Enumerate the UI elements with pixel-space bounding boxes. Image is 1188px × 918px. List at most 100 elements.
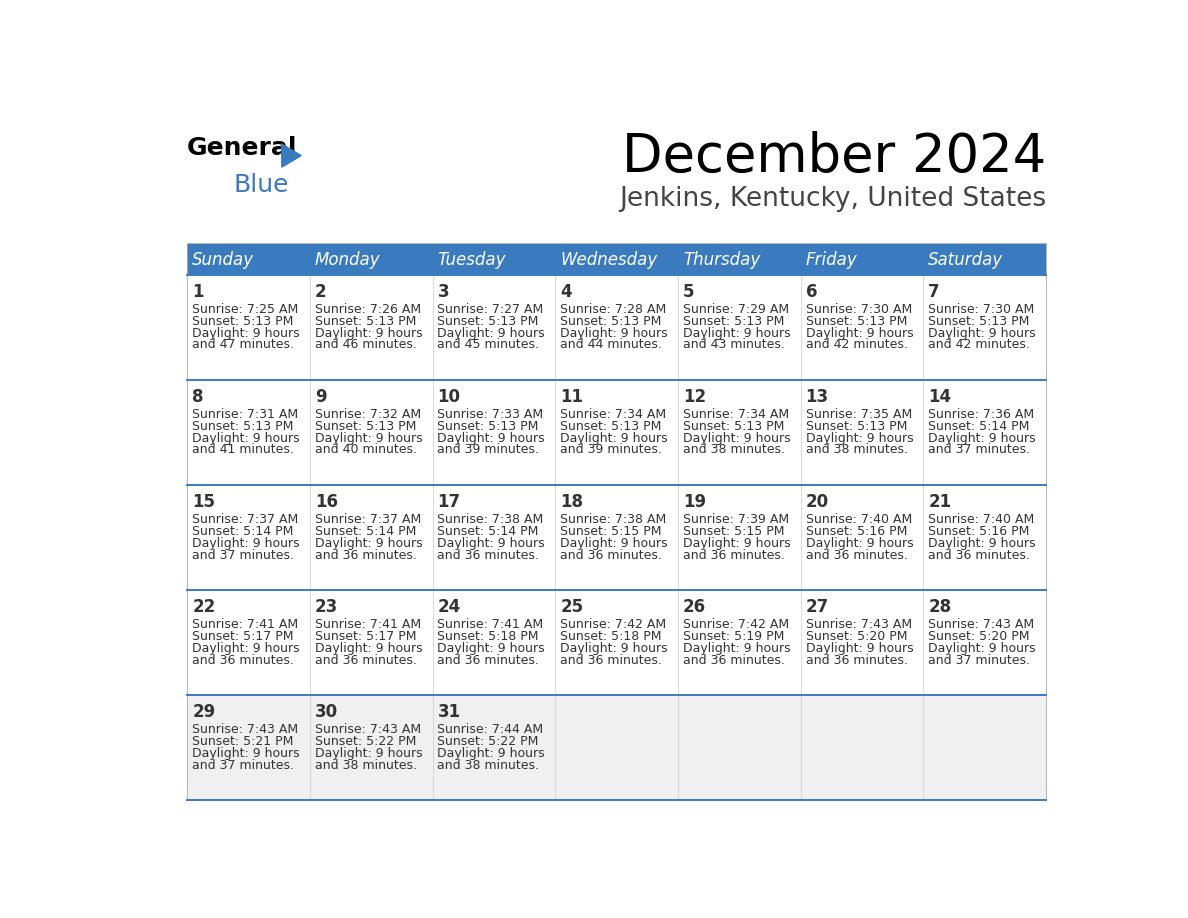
Text: 28: 28: [928, 598, 952, 616]
Text: Sunset: 5:14 PM: Sunset: 5:14 PM: [928, 420, 1030, 432]
Text: and 36 minutes.: and 36 minutes.: [683, 654, 785, 666]
Text: and 36 minutes.: and 36 minutes.: [561, 549, 662, 562]
Text: Sunrise: 7:39 AM: Sunrise: 7:39 AM: [683, 513, 789, 526]
Bar: [188, 274, 1045, 380]
Text: Sunrise: 7:26 AM: Sunrise: 7:26 AM: [315, 303, 421, 316]
Text: Daylight: 9 hours: Daylight: 9 hours: [192, 431, 299, 444]
Text: Sunset: 5:13 PM: Sunset: 5:13 PM: [192, 420, 293, 432]
Text: 14: 14: [928, 387, 952, 406]
Text: Sunset: 5:14 PM: Sunset: 5:14 PM: [437, 525, 539, 538]
Text: and 36 minutes.: and 36 minutes.: [683, 549, 785, 562]
Text: and 38 minutes.: and 38 minutes.: [437, 758, 539, 771]
Text: and 40 minutes.: and 40 minutes.: [315, 443, 417, 456]
Text: Sunrise: 7:35 AM: Sunrise: 7:35 AM: [805, 408, 911, 420]
Text: Daylight: 9 hours: Daylight: 9 hours: [805, 327, 914, 340]
Text: Daylight: 9 hours: Daylight: 9 hours: [315, 537, 423, 550]
Text: Tuesday: Tuesday: [437, 251, 506, 269]
Text: 9: 9: [315, 387, 327, 406]
Text: Sunrise: 7:37 AM: Sunrise: 7:37 AM: [315, 513, 421, 526]
Text: 3: 3: [437, 283, 449, 300]
Text: Sunset: 5:13 PM: Sunset: 5:13 PM: [192, 315, 293, 328]
Text: Daylight: 9 hours: Daylight: 9 hours: [928, 327, 1036, 340]
Text: 25: 25: [561, 598, 583, 616]
Text: Daylight: 9 hours: Daylight: 9 hours: [683, 537, 790, 550]
Text: Daylight: 9 hours: Daylight: 9 hours: [315, 746, 423, 759]
Text: Sunrise: 7:34 AM: Sunrise: 7:34 AM: [561, 408, 666, 420]
Text: Sunrise: 7:43 AM: Sunrise: 7:43 AM: [192, 722, 298, 735]
Text: 16: 16: [315, 493, 337, 510]
Text: and 42 minutes.: and 42 minutes.: [928, 339, 1030, 352]
Text: Sunset: 5:14 PM: Sunset: 5:14 PM: [315, 525, 416, 538]
Text: Sunset: 5:13 PM: Sunset: 5:13 PM: [437, 315, 539, 328]
Text: Sunset: 5:13 PM: Sunset: 5:13 PM: [805, 315, 906, 328]
Text: Daylight: 9 hours: Daylight: 9 hours: [805, 431, 914, 444]
Text: Sunrise: 7:43 AM: Sunrise: 7:43 AM: [928, 618, 1035, 631]
Text: Sunrise: 7:30 AM: Sunrise: 7:30 AM: [928, 303, 1035, 316]
Bar: [188, 485, 1045, 590]
Text: and 43 minutes.: and 43 minutes.: [683, 339, 785, 352]
Text: Sunrise: 7:38 AM: Sunrise: 7:38 AM: [437, 513, 544, 526]
Text: Daylight: 9 hours: Daylight: 9 hours: [437, 746, 545, 759]
Text: Sunset: 5:15 PM: Sunset: 5:15 PM: [683, 525, 784, 538]
Text: Saturday: Saturday: [928, 251, 1004, 269]
Text: Daylight: 9 hours: Daylight: 9 hours: [683, 431, 790, 444]
Text: Sunset: 5:13 PM: Sunset: 5:13 PM: [561, 315, 662, 328]
Text: Sunrise: 7:30 AM: Sunrise: 7:30 AM: [805, 303, 911, 316]
Text: and 38 minutes.: and 38 minutes.: [683, 443, 785, 456]
Text: and 46 minutes.: and 46 minutes.: [315, 339, 417, 352]
Text: Sunrise: 7:34 AM: Sunrise: 7:34 AM: [683, 408, 789, 420]
Text: Jenkins, Kentucky, United States: Jenkins, Kentucky, United States: [619, 186, 1045, 212]
Text: 19: 19: [683, 493, 706, 510]
Text: Daylight: 9 hours: Daylight: 9 hours: [315, 642, 423, 655]
Text: General: General: [188, 137, 298, 161]
Text: Sunrise: 7:41 AM: Sunrise: 7:41 AM: [315, 618, 421, 631]
Text: Sunset: 5:20 PM: Sunset: 5:20 PM: [805, 630, 906, 643]
Text: Thursday: Thursday: [683, 251, 760, 269]
Text: 23: 23: [315, 598, 339, 616]
Text: and 39 minutes.: and 39 minutes.: [437, 443, 539, 456]
Text: Daylight: 9 hours: Daylight: 9 hours: [561, 327, 668, 340]
Text: 31: 31: [437, 703, 461, 721]
Text: Daylight: 9 hours: Daylight: 9 hours: [683, 327, 790, 340]
Text: Sunset: 5:22 PM: Sunset: 5:22 PM: [315, 734, 416, 747]
Text: 7: 7: [928, 283, 940, 300]
Text: Sunset: 5:13 PM: Sunset: 5:13 PM: [561, 420, 662, 432]
Text: Sunrise: 7:32 AM: Sunrise: 7:32 AM: [315, 408, 421, 420]
Text: and 38 minutes.: and 38 minutes.: [315, 758, 417, 771]
Text: 2: 2: [315, 283, 327, 300]
Text: Daylight: 9 hours: Daylight: 9 hours: [928, 642, 1036, 655]
Text: 11: 11: [561, 387, 583, 406]
Text: and 36 minutes.: and 36 minutes.: [315, 654, 417, 666]
Text: Wednesday: Wednesday: [561, 251, 657, 269]
Text: 20: 20: [805, 493, 829, 510]
Text: Sunrise: 7:37 AM: Sunrise: 7:37 AM: [192, 513, 298, 526]
Text: Sunrise: 7:40 AM: Sunrise: 7:40 AM: [928, 513, 1035, 526]
Text: Sunrise: 7:27 AM: Sunrise: 7:27 AM: [437, 303, 544, 316]
Text: Daylight: 9 hours: Daylight: 9 hours: [561, 537, 668, 550]
Text: 17: 17: [437, 493, 461, 510]
Text: Sunrise: 7:40 AM: Sunrise: 7:40 AM: [805, 513, 911, 526]
Text: 5: 5: [683, 283, 694, 300]
Text: and 44 minutes.: and 44 minutes.: [561, 339, 662, 352]
Text: and 42 minutes.: and 42 minutes.: [805, 339, 908, 352]
Text: Sunset: 5:17 PM: Sunset: 5:17 PM: [192, 630, 293, 643]
Text: Daylight: 9 hours: Daylight: 9 hours: [192, 327, 299, 340]
Text: Sunrise: 7:42 AM: Sunrise: 7:42 AM: [683, 618, 789, 631]
Text: and 36 minutes.: and 36 minutes.: [805, 654, 908, 666]
Text: 21: 21: [928, 493, 952, 510]
Text: Sunrise: 7:29 AM: Sunrise: 7:29 AM: [683, 303, 789, 316]
Text: 8: 8: [192, 387, 203, 406]
Text: and 36 minutes.: and 36 minutes.: [437, 549, 539, 562]
Text: Sunrise: 7:33 AM: Sunrise: 7:33 AM: [437, 408, 544, 420]
Text: Sunset: 5:16 PM: Sunset: 5:16 PM: [805, 525, 906, 538]
Bar: [188, 244, 1045, 274]
Text: 1: 1: [192, 283, 203, 300]
Polygon shape: [282, 144, 302, 167]
Text: Sunrise: 7:42 AM: Sunrise: 7:42 AM: [561, 618, 666, 631]
Text: 24: 24: [437, 598, 461, 616]
Text: and 36 minutes.: and 36 minutes.: [315, 549, 417, 562]
Text: Sunrise: 7:41 AM: Sunrise: 7:41 AM: [192, 618, 298, 631]
Text: 13: 13: [805, 387, 829, 406]
Text: Sunrise: 7:31 AM: Sunrise: 7:31 AM: [192, 408, 298, 420]
Text: Daylight: 9 hours: Daylight: 9 hours: [315, 431, 423, 444]
